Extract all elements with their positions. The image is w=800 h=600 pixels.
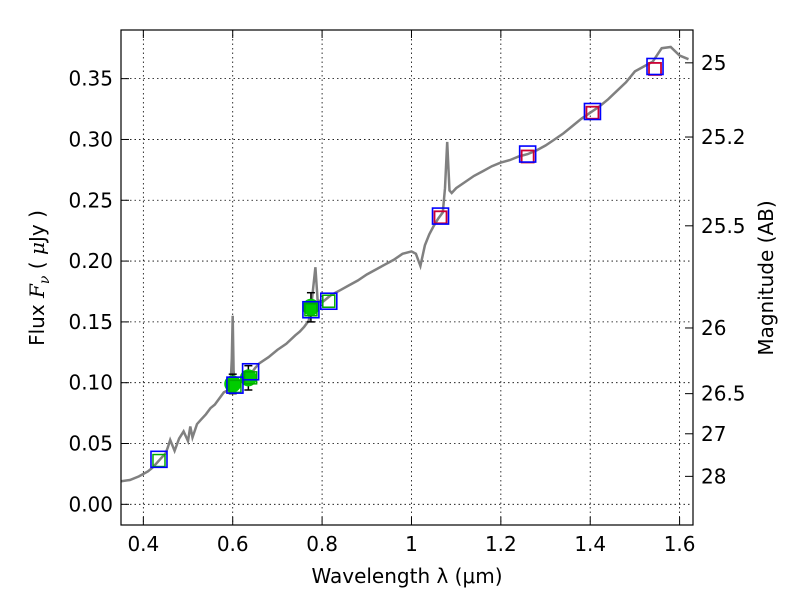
x-tick-label: 0.4 bbox=[127, 532, 159, 556]
photometry-markers bbox=[150, 57, 664, 469]
right-tick-label: 28 bbox=[701, 464, 726, 488]
model-photometry-blue bbox=[226, 376, 244, 394]
axis-ticks: 0.4 0.6 0.8 1 1.2 1.4 1.6 0.00 0.05 0.10 0.15 0.20 0… bbox=[68, 30, 746, 556]
model-photometry-blue bbox=[431, 207, 450, 225]
model-photometry-blue bbox=[150, 450, 168, 469]
right-tick-label: 27 bbox=[701, 422, 726, 446]
model-photometry-blue bbox=[319, 292, 338, 311]
model-photometry-blue bbox=[241, 362, 260, 381]
y-tick-label: 0.05 bbox=[68, 432, 113, 456]
model-photometry-blue bbox=[583, 102, 602, 121]
x-tick-label: 1 bbox=[405, 532, 418, 556]
y-tick-label: 0.15 bbox=[68, 310, 113, 334]
model-photometry-blue bbox=[646, 57, 664, 76]
y-tick-label: 0.00 bbox=[68, 492, 113, 516]
right-tick-label: 25.5 bbox=[701, 214, 746, 238]
right-tick-label: 26.5 bbox=[701, 382, 746, 406]
x-tick-label: 1.2 bbox=[485, 532, 517, 556]
x-tick-label: 0.8 bbox=[306, 532, 338, 556]
model-spectrum-line bbox=[121, 45, 689, 483]
x-tick-label: 0.6 bbox=[217, 532, 249, 556]
grid-lines bbox=[121, 30, 693, 525]
model-photometry-red bbox=[648, 62, 662, 76]
plot-frame bbox=[120, 29, 694, 526]
x-tick-label: 1.4 bbox=[574, 532, 606, 556]
y-axis-label-right: Magnitude (AB) bbox=[754, 200, 778, 355]
y-tick-label: 0.10 bbox=[68, 371, 113, 395]
model-photometry-blue bbox=[518, 145, 537, 163]
y-tick-label: 0.30 bbox=[68, 127, 113, 151]
y-tick-label: 0.35 bbox=[68, 67, 113, 91]
right-tick-label: 25 bbox=[701, 51, 726, 75]
x-axis-label: Wavelength λ (μm) bbox=[311, 564, 502, 588]
y-tick-label: 0.25 bbox=[68, 188, 113, 212]
y-tick-label: 0.20 bbox=[68, 249, 113, 273]
right-tick-label: 25.2 bbox=[701, 125, 746, 149]
plot-area bbox=[121, 45, 689, 483]
model-photometry-green bbox=[322, 294, 336, 308]
model-photometry-blue bbox=[302, 300, 320, 319]
y-axis-label-left: Flux Fν ( μJy ) bbox=[25, 210, 53, 346]
x-tick-label: 1.6 bbox=[664, 532, 696, 556]
right-tick-label: 26 bbox=[701, 316, 726, 340]
model-photometry-green bbox=[304, 302, 318, 317]
model-photometry-green bbox=[243, 371, 258, 385]
